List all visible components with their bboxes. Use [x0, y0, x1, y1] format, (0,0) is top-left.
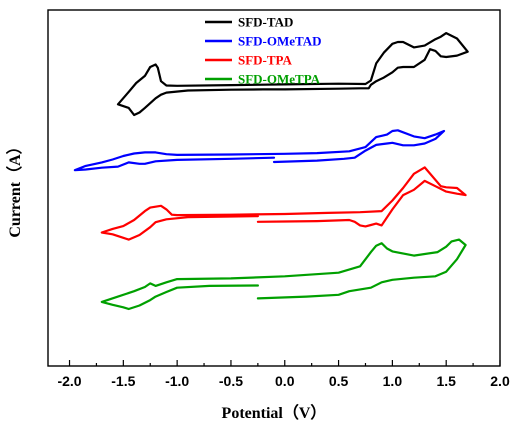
x-tick-label: -0.5 — [219, 373, 243, 389]
legend: SFD-TAD SFD-OMeTAD SFD-TPA SFD-OMeTPA — [205, 15, 322, 87]
x-tick-label: -1.5 — [111, 373, 135, 389]
series-line-sfd-tad — [116, 31, 469, 117]
x-tick-label: -1.0 — [165, 373, 189, 389]
x-tick-label: 1.5 — [436, 373, 456, 389]
x-ticks-group: -2.0 -1.5 -1.0 -0.5 0.0 0.5 1.0 1.5 2.0 — [57, 360, 510, 389]
x-tick-label: 1.0 — [383, 373, 403, 389]
series-line-sfd-tpa — [100, 166, 467, 241]
x-tick-label: 0.0 — [275, 373, 295, 389]
x-tick-label: 2.0 — [490, 373, 510, 389]
x-tick-label: -2.0 — [57, 373, 81, 389]
series-line-sfd-ometad — [73, 129, 446, 172]
series-line-sfd-ometpa — [100, 238, 467, 311]
y-axis-label: Current（A） — [6, 138, 24, 237]
plot-frame — [47, 9, 501, 367]
x-axis-label: Potential（V） — [222, 404, 327, 422]
legend-label: SFD-TPA — [238, 53, 293, 68]
legend-label: SFD-TAD — [238, 15, 293, 30]
x-tick-label: 0.5 — [329, 373, 349, 389]
legend-label: SFD-OMeTAD — [238, 34, 322, 49]
curves-group — [73, 31, 469, 311]
legend-label: SFD-OMeTPA — [238, 72, 321, 87]
axes-group — [47, 9, 501, 367]
